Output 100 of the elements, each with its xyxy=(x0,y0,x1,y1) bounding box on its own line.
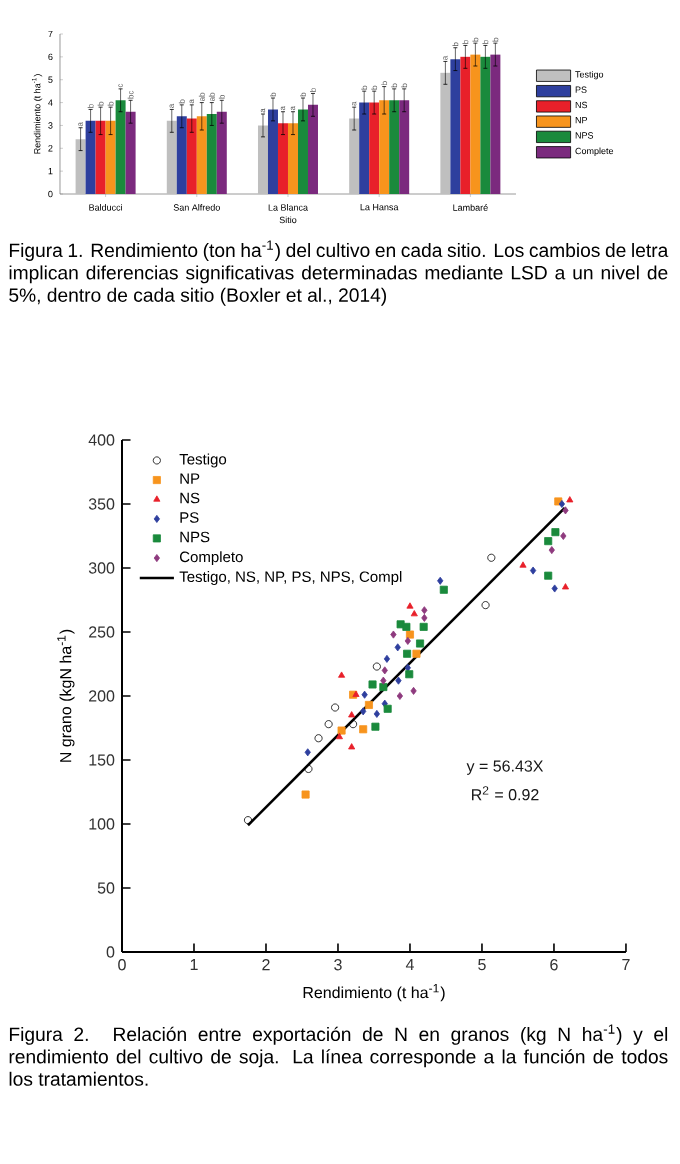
bar xyxy=(460,56,471,195)
point xyxy=(404,636,411,645)
point xyxy=(360,707,367,716)
bar xyxy=(206,114,217,195)
point xyxy=(421,613,428,622)
point xyxy=(410,610,418,617)
point xyxy=(314,734,323,743)
x-axis-title: Rendimiento (t ha$^{-1}$) xyxy=(303,984,445,1002)
bar xyxy=(399,100,410,195)
bar xyxy=(297,109,308,195)
point xyxy=(395,676,402,685)
bar xyxy=(95,120,106,195)
point xyxy=(421,606,428,615)
point xyxy=(348,743,356,750)
x-tick-label: 4 xyxy=(405,959,414,971)
point xyxy=(338,671,346,678)
point xyxy=(373,709,380,718)
bar xyxy=(307,104,318,195)
y-tick-label: 350 xyxy=(88,498,115,510)
point xyxy=(361,690,368,699)
point xyxy=(548,546,555,555)
bar xyxy=(267,109,278,195)
x-tick-label: 0 xyxy=(118,959,126,971)
point xyxy=(337,726,346,735)
point xyxy=(412,649,421,658)
point xyxy=(396,692,403,700)
point xyxy=(383,654,391,663)
x-tick-label: 1 xyxy=(190,959,198,971)
point xyxy=(372,662,381,671)
point xyxy=(364,700,373,709)
point xyxy=(566,496,574,503)
point xyxy=(562,506,569,515)
x-tick-label: 2 xyxy=(262,959,270,971)
bar xyxy=(369,102,380,195)
bar xyxy=(359,102,370,195)
bar xyxy=(389,100,400,195)
y-tick-label: 300 xyxy=(88,562,115,574)
point xyxy=(304,748,311,757)
point xyxy=(381,666,388,675)
annotation: y = 56.43X xyxy=(466,760,544,775)
point xyxy=(404,663,411,672)
bar xyxy=(115,100,126,195)
point xyxy=(405,630,414,639)
bar xyxy=(196,116,207,195)
point xyxy=(561,583,569,590)
point xyxy=(324,720,333,729)
point xyxy=(383,704,392,713)
x-tick-label: 5 xyxy=(478,959,486,971)
point xyxy=(437,576,444,585)
point xyxy=(519,561,527,568)
point xyxy=(371,722,380,731)
bar xyxy=(490,54,501,195)
point xyxy=(380,676,387,685)
bar xyxy=(480,56,491,195)
text: Figura 1. Rendimiento (ton ha$^{-1}$) del cultivo en cada sitio. Los cambios de letra implican diferencias significativas determinadas mediante LSD a un nivel de 5%, dentro de cada sitio (Boxler et al., 2014) xyxy=(9,240,669,306)
point xyxy=(349,720,358,729)
annotation: R$^{2}$ = 0.92 xyxy=(472,786,539,801)
point xyxy=(544,537,553,546)
bar xyxy=(440,72,451,195)
bar xyxy=(216,111,227,195)
point xyxy=(368,680,377,689)
bar xyxy=(349,118,360,195)
point xyxy=(551,528,560,537)
point xyxy=(529,566,537,575)
point xyxy=(403,649,412,658)
point xyxy=(390,630,397,639)
point xyxy=(359,725,368,734)
point xyxy=(551,584,558,593)
point xyxy=(402,622,411,631)
point xyxy=(487,553,496,562)
bar xyxy=(277,123,288,195)
bar xyxy=(85,120,96,195)
point xyxy=(301,790,310,799)
bar xyxy=(186,118,197,195)
y-axis-title: N grano (kgN ha$^{-1}$) xyxy=(57,629,75,762)
point xyxy=(335,732,343,740)
bar xyxy=(75,139,86,195)
y-tick-label: 150 xyxy=(89,754,115,766)
y-tick-label: 100 xyxy=(89,818,115,830)
y-tick-label: 250 xyxy=(89,626,115,638)
point xyxy=(410,686,417,695)
bar xyxy=(125,111,136,195)
y-tick-label: 0 xyxy=(106,946,115,958)
point xyxy=(560,532,567,540)
text: Figura 2. Relación entre exportación de N en granos (kg N ha$^{-1}$) y el rendimiento del cultivo de soja. La línea corresponde a la función de todos los tratamientos. xyxy=(9,1024,668,1086)
y-tick-label: 200 xyxy=(89,690,115,702)
point xyxy=(396,620,405,629)
point xyxy=(243,816,252,825)
bar xyxy=(176,116,187,195)
bar xyxy=(470,54,481,195)
bar xyxy=(287,123,298,195)
x-tick-label: 3 xyxy=(334,959,342,971)
point xyxy=(405,670,414,679)
point xyxy=(416,639,425,648)
point xyxy=(419,622,428,631)
bar xyxy=(450,59,461,195)
bar xyxy=(379,100,390,195)
point xyxy=(348,711,356,718)
point xyxy=(439,585,448,594)
bar xyxy=(166,120,177,195)
